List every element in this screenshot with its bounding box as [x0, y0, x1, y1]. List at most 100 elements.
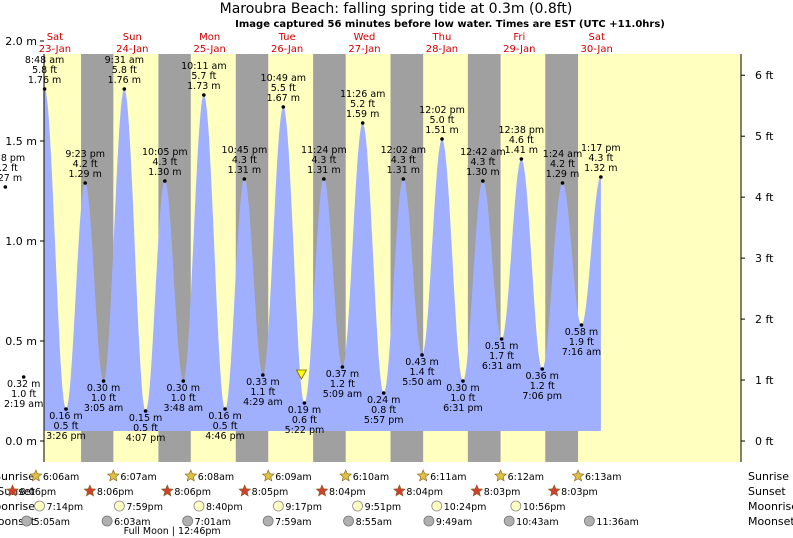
tide-label-line: 0.6 ft [292, 415, 317, 426]
tide-label-line: 5.2 ft [350, 99, 375, 110]
sunset-icon [6, 484, 19, 497]
low-tide-label: 0.43 m1.4 ft5:50 am [402, 353, 442, 388]
day-header-dow: Sat [47, 32, 63, 43]
tide-label-line: 0.5 ft [213, 421, 238, 432]
tide-extreme-point [401, 177, 406, 181]
tide-label-line: 4.3 ft [311, 155, 336, 166]
moonset-icon [584, 515, 595, 527]
day-header-dow: Fri [513, 32, 525, 43]
row-label-sunset: Sunset [0, 485, 36, 498]
tide-label-line: 1.0 ft [450, 393, 475, 404]
tide-extreme-point [143, 409, 148, 413]
tide-extreme-point [42, 87, 47, 91]
tide-label-line: 0.16 m [49, 411, 82, 422]
tide-extreme-point [579, 323, 584, 327]
low-tide-label: 0.16 m0.5 ft4:46 pm [205, 407, 245, 442]
tide-extreme-point [21, 375, 26, 379]
tide-label-line: 6:31 am [482, 361, 521, 372]
high-tide-label: 10:49 am5.5 ft1.67 m [261, 73, 306, 109]
sunset-time: 8:03pm [561, 487, 598, 498]
low-tide-label: 0.30 m1.0 ft6:31 pm [443, 379, 483, 414]
tide-label-line: 5:50 am [402, 377, 441, 388]
tide-label-line: 4.2 ft [0, 163, 18, 174]
low-tide-label: 0.30 m1.0 ft3:48 am [164, 379, 203, 414]
tide-label-line: 1:24 am [543, 149, 582, 160]
high-tide-label: 8:48 am5.8 ft1.76 m [25, 55, 64, 91]
sunrise-icon [29, 469, 43, 482]
tide-label-line: 1.7 ft [489, 351, 514, 362]
sunrise-time: 6:12am [508, 472, 544, 483]
sunrise-icon [416, 469, 430, 482]
tide-label-line: 0.30 m [446, 383, 479, 394]
tide-label-line: 0.32 m [7, 379, 40, 390]
tide-label-line: 1.31 m [387, 165, 420, 176]
tide-label-line: 5.8 ft [32, 65, 57, 76]
tide-label-line: 8:48 am [25, 55, 64, 66]
high-tide-label: 1:24 am4.2 ft1.29 m [543, 149, 582, 185]
row-label-right-sunrise: Sunrise [748, 470, 789, 483]
tide-label-line: 4:46 pm [205, 431, 245, 442]
tide-label-line: 12:38 pm [499, 125, 545, 136]
tide-extreme-point [3, 185, 8, 189]
tide-label-line: 1.32 m [584, 163, 617, 174]
tide-extreme-point [302, 401, 307, 405]
tide-label-line: 12:02 am [381, 145, 426, 156]
tide-label-line: 4.3 ft [391, 155, 416, 166]
tide-label-line: 1:17 pm [581, 143, 621, 154]
sunrise-time: 6:08am [198, 472, 234, 483]
moonset-icon [262, 515, 274, 527]
tide-label-line: 11:26 am [340, 89, 385, 100]
tide-label-line: 1.29 m [546, 169, 579, 180]
tide-label-line: 1.2 ft [530, 381, 555, 392]
sunset-icon [160, 484, 174, 497]
tide-label-line: 1.31 m [307, 165, 340, 176]
moonrise-time: 9:51pm [365, 502, 402, 513]
low-tide-label: 0.51 m1.7 ft6:31 am [482, 337, 521, 372]
tide-extreme-point [122, 87, 127, 91]
moonset-time: 7:59am [275, 517, 311, 528]
tide-label-line: 0.43 m [405, 357, 438, 368]
tide-label-line: 10:05 pm [142, 147, 188, 158]
tide-label-line: 4.3 ft [588, 153, 613, 164]
day-header-date: 26-Jan [271, 44, 303, 55]
tide-label-line: 1.2 ft [330, 379, 355, 390]
tide-extreme-point [499, 337, 504, 341]
tide-label-line: 4.3 ft [232, 155, 257, 166]
right-tick-label: 2 ft [755, 313, 774, 326]
tide-extreme-point [481, 179, 485, 183]
moonset-time: 8:55am [356, 517, 392, 528]
tide-area [44, 89, 601, 431]
moonrise-icon [113, 500, 125, 512]
sunset-time: 8:06pm [97, 487, 134, 498]
sunset-icon [470, 484, 484, 497]
high-tide-label: 12:02 pm5.0 ft1.51 m [419, 105, 465, 141]
astro-rows: Sunrise Sunrise Sunset Sunset Moonrise Moonri… [0, 469, 793, 537]
tide-label-line: 1.76 m [28, 75, 61, 86]
high-tide-label: 12:02 am4.3 ft1.31 m [381, 145, 426, 181]
sunset-time: 8:03pm [484, 487, 521, 498]
high-tide-label: 9:31 am5.8 ft1.76 m [105, 55, 144, 91]
sunrise-time: 6:11am [430, 472, 466, 483]
tide-extreme-point [560, 181, 565, 185]
row-label-right-moonrise: Moonrise [748, 500, 793, 513]
day-header-date: 30-Jan [581, 44, 613, 55]
sunrise-icon [571, 469, 585, 482]
tide-extreme-point [64, 407, 68, 411]
tide-label-line: 0.8 ft [371, 405, 396, 416]
low-tide-label: 0.36 m1.2 ft7:06 pm [522, 367, 562, 402]
tide-label-line: 1.1 ft [250, 387, 275, 398]
tide-label-line: 4:29 am [243, 397, 282, 408]
tide-label-line: 1.59 m [346, 109, 379, 120]
tide-label-line: 12:42 am [460, 147, 505, 158]
low-tide-label: 0.37 m1.2 ft5:09 am [323, 365, 362, 400]
right-tick-label: 5 ft [755, 130, 774, 143]
tide-label-line: 1.29 m [68, 169, 101, 180]
tide-extreme-point [181, 379, 186, 383]
tide-label-line: 0.51 m [485, 341, 518, 352]
day-header-dow: Tue [278, 32, 296, 43]
tide-label-line: 4.2 ft [550, 159, 575, 170]
day-header-date: 29-Jan [503, 44, 535, 55]
moonset-time: 10:43am [516, 517, 558, 528]
moonrise-icon [510, 500, 522, 512]
moonset-icon [503, 515, 515, 527]
